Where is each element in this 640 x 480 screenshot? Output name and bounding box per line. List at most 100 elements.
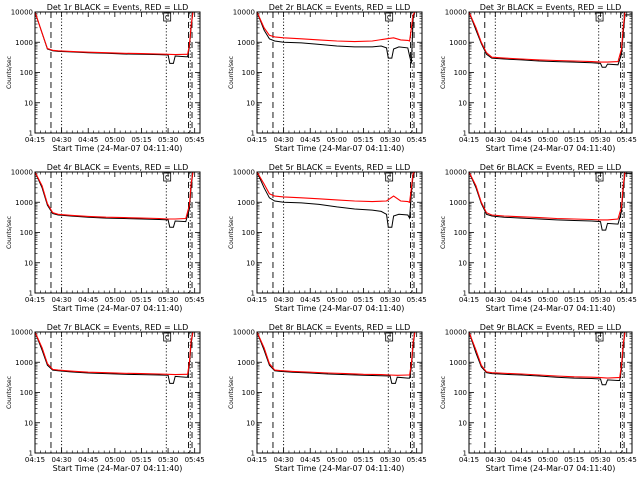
y-tick-label: 100: [454, 229, 467, 237]
x-tick-label: 04:45: [78, 296, 98, 304]
x-tick-label: 05:30: [380, 456, 400, 464]
y-tick-label: 100: [242, 69, 255, 77]
c-marker-label: C: [597, 174, 602, 182]
series-events: [35, 12, 200, 64]
c-marker-box: [163, 332, 172, 342]
y-tick-label: 10: [24, 259, 33, 267]
y-tick-label: 100: [454, 389, 467, 397]
y-tick-label: 10: [458, 99, 467, 107]
x-tick-label: 05:15: [353, 136, 373, 144]
c-marker-label: C: [387, 174, 392, 182]
y-tick-label: 1: [463, 130, 467, 138]
panel-title: Det 6r BLACK = Events, RED = LLD: [480, 163, 622, 172]
panel-data: [469, 332, 632, 386]
c-marker-label: C: [597, 334, 602, 342]
y-axis-label: Counts/sec: [228, 376, 235, 409]
series-lld: [257, 12, 422, 43]
plot-frame: [468, 11, 633, 134]
panel-det-8r: Det 8r BLACK = Events, RED = LLD Counts/s…: [228, 323, 427, 473]
series-events: [469, 332, 632, 386]
series-lld: [469, 172, 632, 221]
x-tick-label: 04:30: [485, 136, 505, 144]
x-tick-label: 04:30: [274, 456, 294, 464]
y-axis-label: Counts/sec: [440, 56, 447, 89]
c-marker-label: C: [387, 334, 392, 342]
x-tick-label: 04:30: [52, 456, 72, 464]
x-tick-label: 04:30: [52, 136, 72, 144]
x-tick-label: 05:30: [158, 136, 178, 144]
x-tick-label: 04:30: [52, 296, 72, 304]
panel-data: [35, 332, 200, 384]
x-tick-label: 04:15: [25, 296, 45, 304]
x-axis-label: Start Time (24-Mar-07 04:11:40): [53, 144, 183, 153]
panel-data: [257, 172, 422, 228]
y-axis-label: Counts/sec: [6, 376, 13, 409]
x-tick-label: 05:15: [131, 456, 151, 464]
x-tick-label: 05:45: [617, 296, 637, 304]
y-tick-label: 10: [24, 99, 33, 107]
x-tick-label: 05:45: [407, 456, 427, 464]
x-tick-label: 05:00: [105, 136, 125, 144]
panel-title: Det 5r BLACK = Events, RED = LLD: [269, 163, 411, 172]
y-tick-label: 10000: [233, 9, 255, 17]
series-lld: [35, 12, 200, 56]
y-axis-label: Counts/sec: [228, 216, 235, 249]
y-tick-label: 10000: [11, 329, 33, 337]
plot-frame: [256, 171, 423, 294]
y-tick-label: 10000: [11, 169, 33, 177]
panel-data: [257, 332, 422, 384]
x-tick-label: 05:45: [407, 136, 427, 144]
y-tick-label: 1000: [237, 359, 255, 367]
x-tick-label: 04:45: [300, 456, 320, 464]
c-marker-box: [385, 172, 394, 182]
panel-title: Det 3r BLACK = Events, RED = LLD: [480, 3, 622, 12]
x-tick-label: 05:00: [327, 296, 347, 304]
x-tick-label: 04:30: [274, 296, 294, 304]
series-events: [469, 12, 632, 68]
y-tick-label: 100: [242, 389, 255, 397]
x-tick-label: 04:45: [300, 136, 320, 144]
series-events: [257, 12, 422, 64]
x-tick-label: 04:15: [247, 136, 267, 144]
y-tick-label: 1: [29, 450, 33, 458]
panel-det-4r: Det 4r BLACK = Events, RED = LLD Counts/s…: [6, 163, 205, 313]
y-tick-label: 10: [246, 419, 255, 427]
x-tick-label: 05:45: [185, 136, 205, 144]
x-tick-label: 05:30: [380, 136, 400, 144]
x-tick-label: 05:00: [327, 456, 347, 464]
panel-det-9r: Det 9r BLACK = Events, RED = LLD Counts/s…: [440, 323, 637, 473]
c-marker-box: [163, 172, 172, 182]
y-tick-label: 10000: [11, 9, 33, 17]
x-tick-label: 05:15: [564, 296, 584, 304]
series-lld: [469, 12, 632, 63]
y-tick-label: 1000: [15, 359, 33, 367]
x-tick-label: 05:15: [131, 296, 151, 304]
x-tick-label: 05:30: [158, 296, 178, 304]
c-marker-box: [595, 332, 604, 342]
x-tick-label: 05:00: [538, 296, 558, 304]
panel-title: Det 1r BLACK = Events, RED = LLD: [47, 3, 189, 12]
series-events: [35, 332, 200, 384]
plot-frame: [256, 331, 423, 454]
y-tick-label: 100: [20, 69, 33, 77]
x-tick-label: 05:15: [564, 456, 584, 464]
y-tick-label: 10000: [233, 169, 255, 177]
panel-det-6r: Det 6r BLACK = Events, RED = LLD Counts/s…: [440, 163, 637, 313]
c-marker-box: [595, 12, 604, 22]
x-tick-label: 05:45: [617, 456, 637, 464]
panel-title: Det 9r BLACK = Events, RED = LLD: [480, 323, 622, 332]
c-marker-label: C: [165, 174, 170, 182]
y-tick-label: 100: [20, 389, 33, 397]
x-tick-label: 05:15: [131, 136, 151, 144]
panel-det-1r: Det 1r BLACK = Events, RED = LLD Counts/s…: [6, 3, 205, 153]
x-axis-label: Start Time (24-Mar-07 04:11:40): [275, 304, 405, 313]
x-axis-label: Start Time (24-Mar-07 04:11:40): [486, 304, 616, 313]
x-tick-label: 04:45: [511, 136, 531, 144]
y-tick-label: 10: [458, 419, 467, 427]
x-tick-label: 05:00: [327, 136, 347, 144]
panel-data: [469, 12, 632, 68]
y-tick-label: 10000: [445, 9, 467, 17]
x-tick-label: 05:15: [564, 136, 584, 144]
y-tick-label: 10: [246, 259, 255, 267]
y-tick-label: 1: [463, 450, 467, 458]
